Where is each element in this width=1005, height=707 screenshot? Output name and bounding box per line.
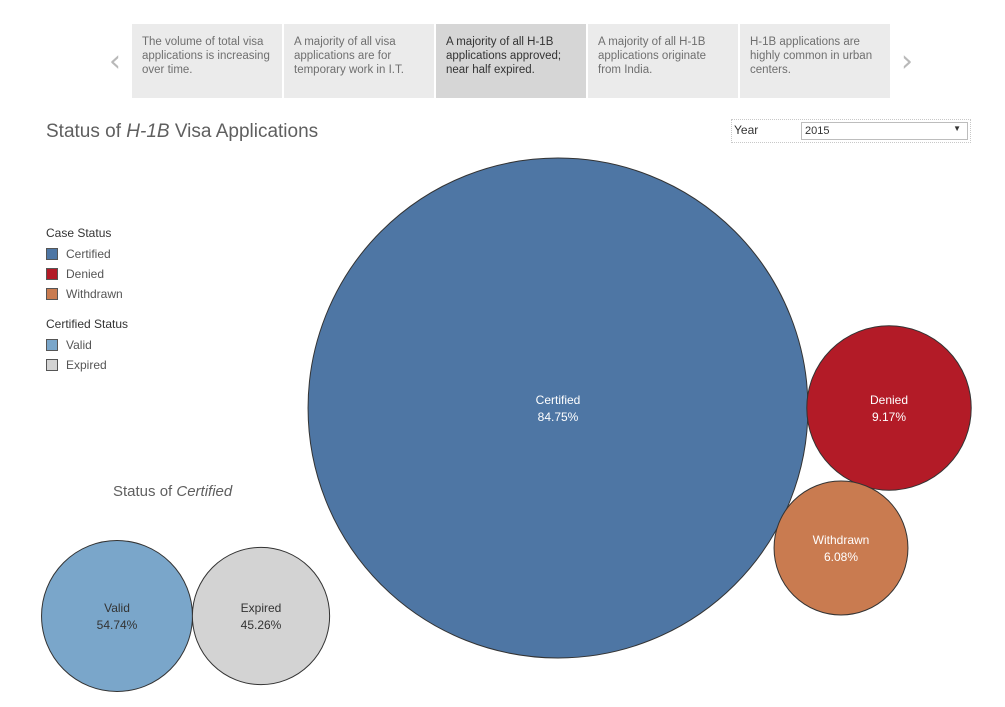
year-dropdown-value: 2015 [805,125,830,137]
bubble-value-expired: 45.26% [241,618,282,632]
story-point-3[interactable]: A majority of all H-1B applications appr… [436,24,586,98]
bubble-label-valid: Valid [104,601,130,615]
legend-item-denied[interactable]: Denied [46,264,123,284]
bubble-denied[interactable] [806,325,972,491]
year-filter-label: Year [734,123,759,137]
legend-swatch [46,288,58,300]
legend-item-withdrawn[interactable]: Withdrawn [46,284,123,304]
legend-swatch [46,248,58,260]
bubble-value-valid: 54.74% [97,618,138,632]
legend-label: Expired [66,358,107,372]
legend-title: Certified Status [46,317,129,331]
bubble-label-denied: Denied [870,393,908,407]
bubble-expired[interactable] [191,546,331,686]
story-point-1[interactable]: The volume of total visa applications is… [132,24,282,98]
bubble-valid[interactable] [41,540,193,692]
certified-status-legend: Certified Status Valid Expired [46,317,128,375]
chevron-down-icon: ▼ [953,124,961,133]
certified-chart-title-emphasis: Certified [176,483,233,500]
legend-label: Withdrawn [66,287,123,301]
legend-swatch [46,339,58,351]
bubble-label-certified: Certified [536,393,581,407]
bubble-value-denied: 9.17% [872,410,906,424]
case-status-legend: Case Status Certified Denied Withdrawn [46,226,123,304]
bubble-withdrawn[interactable] [773,480,909,616]
bubble-certified[interactable] [307,157,809,659]
chart-title: Status of H-1B Visa Applications [46,121,318,143]
bubble-value-withdrawn: 6.08% [824,550,858,564]
chart-title-prefix: Status of [46,121,127,142]
story-point-navigator: The volume of total visa applications is… [132,24,890,98]
year-dropdown[interactable]: 2015 ▼ [801,122,968,140]
year-filter: Year 2015 ▼ [731,119,971,143]
story-point-5[interactable]: H-1B applications are highly common in u… [740,24,890,98]
legend-title: Case Status [46,226,112,240]
next-story-arrow-icon[interactable]: › [901,44,913,79]
legend-item-expired[interactable]: Expired [46,355,128,375]
legend-item-certified[interactable]: Certified [46,244,123,264]
bubble-label-withdrawn: Withdrawn [813,533,870,547]
legend-label: Certified [66,247,111,261]
certified-chart-title: Status of Certified [113,483,232,500]
story-point-4[interactable]: A majority of all H-1B applications orig… [588,24,738,98]
chart-title-suffix: Visa Applications [169,121,319,142]
bubble-label-expired: Expired [241,601,282,615]
story-point-2[interactable]: A majority of all visa applications are … [284,24,434,98]
chart-title-emphasis: H-1B [126,121,170,142]
legend-swatch [46,268,58,280]
legend-item-valid[interactable]: Valid [46,335,128,355]
legend-label: Denied [66,267,105,281]
legend-label: Valid [66,338,92,352]
legend-swatch [46,359,58,371]
certified-chart-title-prefix: Status of [113,483,177,500]
previous-story-arrow-icon[interactable]: ‹ [109,44,121,79]
bubble-value-certified: 84.75% [538,410,579,424]
